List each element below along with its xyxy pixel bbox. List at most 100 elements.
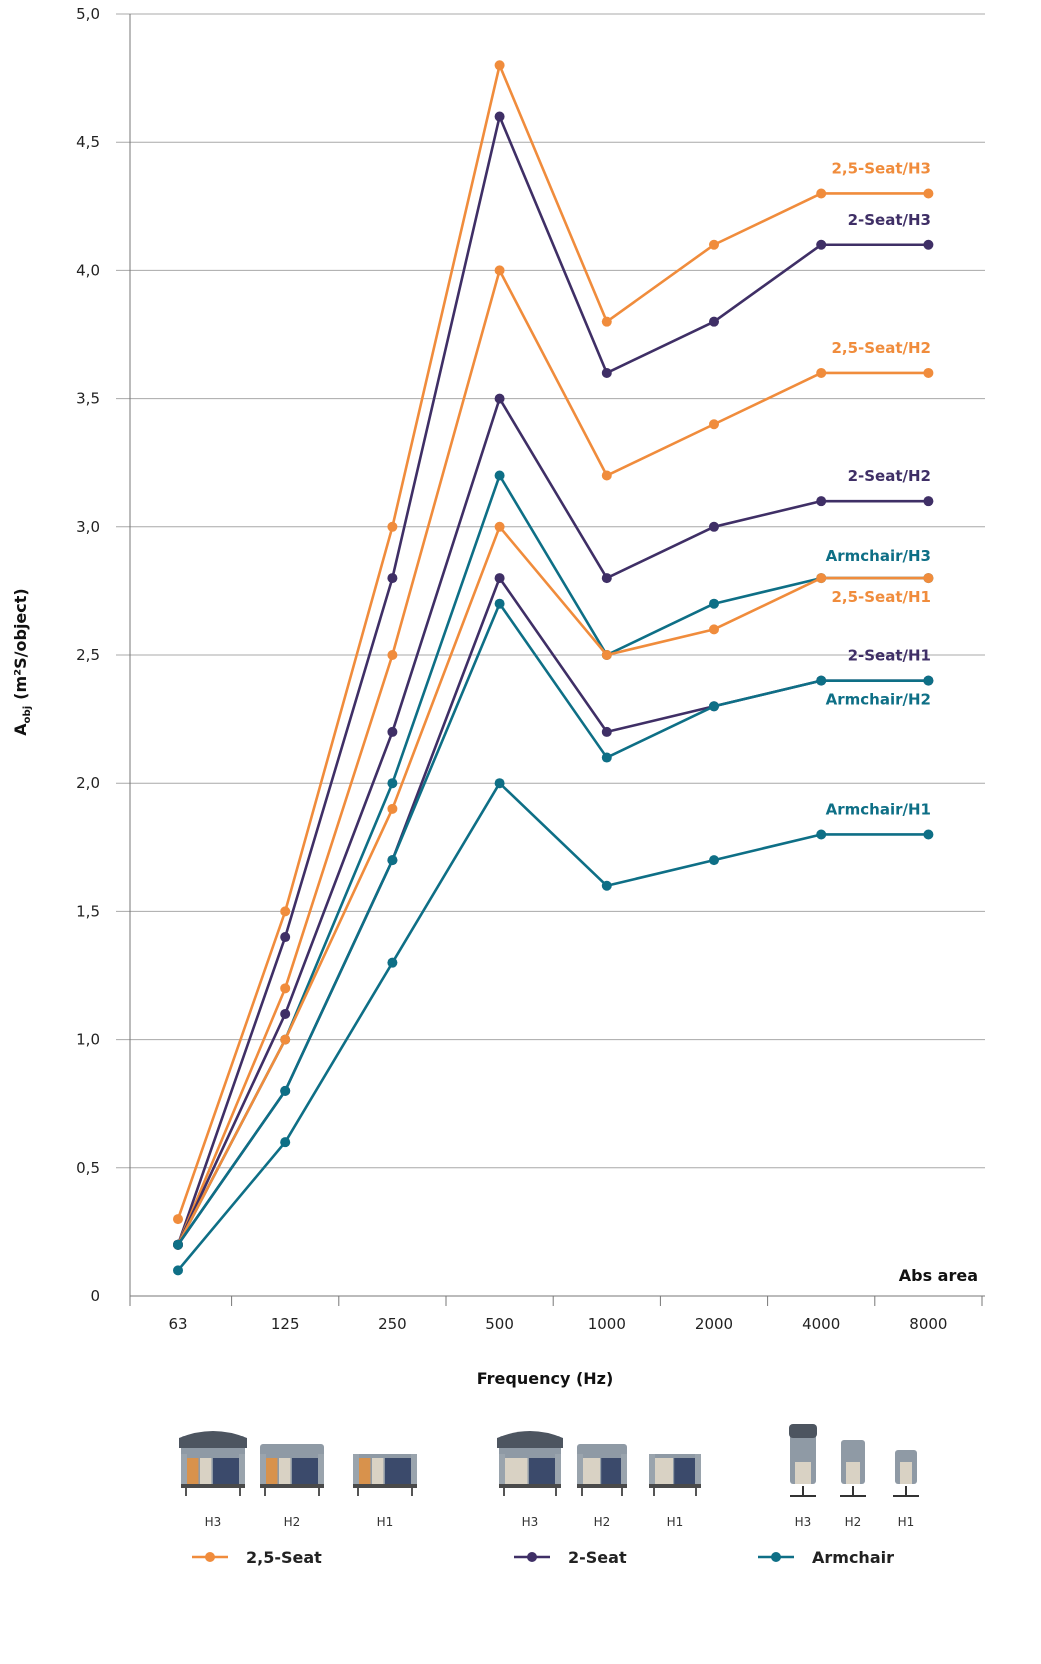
data-point: [280, 1034, 291, 1045]
data-point: [173, 1265, 183, 1276]
data-point: [709, 855, 719, 866]
sofa-leg: [264, 1488, 266, 1496]
sofa-headrest: [179, 1431, 247, 1448]
size-label: H2: [845, 1515, 862, 1529]
data-point: [387, 957, 398, 968]
y-axis-title-unit: (m²S/object): [11, 588, 30, 700]
sofa-base: [577, 1484, 627, 1488]
series-label: Armchair/H3: [826, 547, 931, 565]
furniture-icon: [649, 1454, 701, 1496]
size-label: H1: [377, 1515, 394, 1529]
data-point: [816, 573, 827, 584]
data-point: [173, 1214, 183, 1225]
legend-swatch-marker: [771, 1552, 781, 1562]
gridlines: [116, 13, 985, 1169]
data-point: [280, 1085, 291, 1096]
x-tick-label: 2000: [695, 1315, 733, 1333]
legend-swatch-marker: [527, 1552, 537, 1562]
data-point: [709, 598, 719, 609]
data-point: [494, 521, 505, 532]
data-point: [601, 880, 612, 891]
data-point: [923, 496, 934, 507]
data-point: [816, 496, 827, 507]
data-point: [601, 726, 612, 737]
data-point: [280, 1008, 291, 1019]
sofa-arm: [499, 1454, 505, 1484]
data-point: [709, 521, 719, 532]
data-point: [709, 239, 719, 250]
series-2-seat-h2: [173, 393, 934, 1250]
cushion: [200, 1458, 212, 1484]
sofa-leg: [318, 1488, 320, 1496]
series-label: 2,5-Seat/H2: [831, 339, 931, 357]
data-point: [601, 470, 612, 481]
legend-label: 2-Seat: [568, 1548, 627, 1567]
cushion: [529, 1458, 555, 1484]
cushion: [505, 1458, 528, 1484]
data-point: [387, 650, 398, 660]
series-2-5-seat-h3: [173, 60, 934, 1225]
data-point: [923, 239, 934, 250]
sofa-leg: [411, 1488, 413, 1496]
size-label: H3: [795, 1515, 812, 1529]
x-tick-label: 63: [168, 1315, 187, 1333]
series-line: [176, 115, 929, 1246]
sofa-leg: [239, 1488, 241, 1496]
axes: 0 0,5 1,0 1,5 2,0 2,5 3,0 3,5 4,0 4,5 5,0 63 125 250 5…: [76, 5, 985, 1333]
sofa-arm: [353, 1454, 359, 1484]
cushion: [279, 1458, 291, 1484]
cushion: [292, 1458, 318, 1484]
data-point: [816, 188, 827, 199]
legend-group-armchair: H3 H2 H1 Armchair: [758, 1424, 919, 1567]
data-point: [387, 521, 398, 532]
data-point: [923, 675, 934, 686]
sofa-base: [353, 1484, 417, 1488]
series-line: [176, 474, 929, 1246]
size-label: H2: [594, 1515, 611, 1529]
data-point: [387, 803, 398, 814]
legend-label: Armchair: [812, 1548, 894, 1567]
series-labels: 2,5-Seat/H3 2-Seat/H3 2,5-Seat/H2 2-Seat/H2…: [826, 159, 931, 818]
series-line: [176, 63, 929, 1220]
y-tick-label: 2,0: [76, 774, 100, 792]
y-axis-title-main: A: [11, 723, 30, 736]
y-axis-title: Aobj (m²S/object): [11, 588, 33, 735]
furniture-icon: [577, 1444, 627, 1496]
y-tick-label: 0,5: [76, 1159, 100, 1177]
sofa-leg: [653, 1488, 655, 1496]
sofa-arm: [239, 1454, 245, 1484]
sofa-leg: [695, 1488, 697, 1496]
data-point: [601, 316, 612, 327]
data-point: [387, 726, 398, 737]
sofa-base: [260, 1484, 324, 1488]
series-label: Armchair/H2: [826, 691, 931, 709]
data-point: [494, 60, 505, 71]
sofa-arm: [181, 1454, 187, 1484]
series-armchair-h3: [173, 470, 934, 1250]
sofa-arm: [411, 1454, 417, 1484]
data-point: [709, 624, 719, 635]
data-point: [494, 393, 505, 404]
x-tick-label: 250: [378, 1315, 407, 1333]
x-tick-label: 500: [485, 1315, 514, 1333]
y-tick-label: 0: [90, 1287, 100, 1305]
data-point: [709, 701, 719, 712]
size-label: H3: [522, 1515, 539, 1529]
sofa-base: [499, 1484, 561, 1488]
sofa-leg: [357, 1488, 359, 1496]
legend-group-2-seat: H3 H2 H1 2-Seat: [497, 1431, 701, 1567]
series-line: [177, 781, 929, 1272]
series-line: [176, 602, 929, 1246]
size-label: H2: [284, 1515, 301, 1529]
series-label: 2-Seat/H1: [848, 647, 931, 665]
x-axis-title: Frequency (Hz): [477, 1369, 614, 1388]
size-label: H1: [667, 1515, 684, 1529]
cushion: [187, 1458, 199, 1484]
sofa-arm: [318, 1454, 324, 1484]
sofa-arm: [649, 1454, 655, 1484]
series-label: 2,5-Seat/H3: [831, 159, 931, 177]
sofa-arm: [621, 1454, 627, 1484]
y-tick-label: 3,5: [76, 390, 100, 408]
cushion: [385, 1458, 411, 1484]
data-point: [280, 906, 291, 917]
